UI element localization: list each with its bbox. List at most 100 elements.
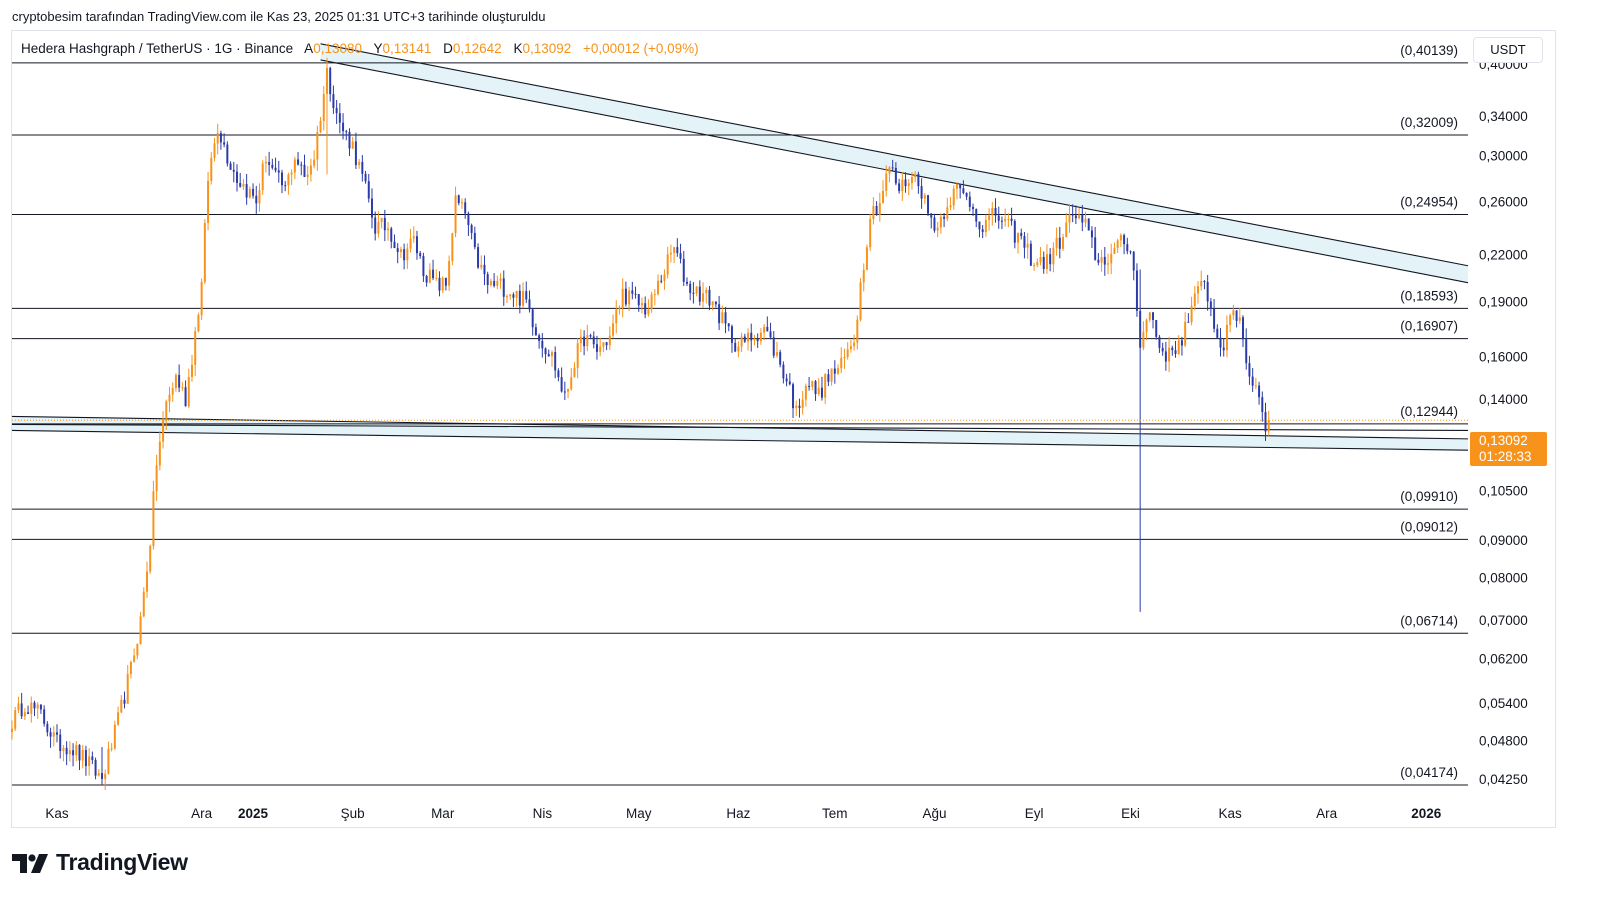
candle-body <box>49 732 52 737</box>
level-label-8: (0,06714) <box>1400 613 1458 628</box>
candle-body <box>541 340 544 349</box>
candle-body <box>910 177 913 184</box>
candle-body <box>329 67 332 95</box>
candle-body <box>216 133 219 144</box>
candle-body <box>274 167 277 171</box>
candle-body <box>300 164 303 166</box>
candle-body <box>759 332 762 342</box>
candle-body <box>387 228 390 231</box>
candle-body <box>181 387 184 389</box>
candle-body <box>23 712 26 717</box>
time-tick-label-6: May <box>626 806 652 821</box>
candle-body <box>859 282 862 320</box>
candle-body <box>36 704 39 709</box>
level-label-1: (0,32009) <box>1400 115 1458 130</box>
candle-body <box>52 732 55 737</box>
candle-body <box>878 203 881 215</box>
candle-body <box>113 724 116 749</box>
candle-body <box>827 374 830 382</box>
candle-body <box>698 286 701 302</box>
candle-body <box>965 192 968 197</box>
candle-body <box>232 169 235 172</box>
candle-body <box>438 277 441 291</box>
candle-body <box>1193 293 1196 307</box>
candle-body <box>1090 230 1093 238</box>
candle-body <box>727 323 730 327</box>
candle-body <box>576 343 579 368</box>
candle-body <box>88 756 91 767</box>
candle-body <box>264 161 267 164</box>
candle-body <box>1029 243 1032 266</box>
candle-body <box>1190 306 1193 323</box>
level-label-6: (0,09910) <box>1400 489 1458 504</box>
candle-body <box>997 215 1000 221</box>
candle-body <box>595 344 598 352</box>
candle-body <box>75 744 78 756</box>
candle-body <box>46 723 49 733</box>
bar-countdown: 01:28:33 <box>1479 449 1532 464</box>
candle-body <box>290 172 293 175</box>
upper-resistance-band-edge-inner <box>320 59 1469 284</box>
candle-body <box>97 773 100 776</box>
candle-body <box>865 247 868 270</box>
chart-frame <box>11 30 1556 828</box>
candle-body <box>669 252 672 255</box>
candle-body <box>785 378 788 382</box>
symbol-title[interactable]: Hedera Hashgraph / TetherUS · 1G · Binan… <box>21 41 294 56</box>
candle-body <box>981 229 984 233</box>
price-tick-label-4: 0,22000 <box>1479 248 1528 263</box>
candle-body <box>525 291 528 300</box>
candle-body <box>972 206 975 210</box>
candle-body <box>81 750 84 761</box>
currency-button[interactable]: USDT <box>1473 37 1543 63</box>
candle-body <box>380 217 383 222</box>
candle-body <box>30 702 33 714</box>
candle-body <box>1206 281 1209 302</box>
candle-body <box>197 315 200 332</box>
price-tick-label-12: 0,07000 <box>1479 613 1528 628</box>
candle-body <box>110 748 113 750</box>
candle-body <box>117 712 120 725</box>
candle-body <box>962 188 965 193</box>
last-price-tag: 0,13092 01:28:33 <box>1470 432 1547 466</box>
candle-body <box>335 108 338 114</box>
candle-body <box>1010 218 1013 222</box>
price-tick-label-13: 0,06200 <box>1479 652 1528 667</box>
candle-body <box>284 185 287 187</box>
candle-body <box>1058 237 1061 249</box>
candle-body <box>1110 253 1113 264</box>
candle-body <box>261 163 264 191</box>
candle-body <box>383 217 386 231</box>
candle-body <box>499 278 502 281</box>
candle-body <box>894 167 897 184</box>
candle-body <box>853 342 856 347</box>
candle-body <box>631 290 634 294</box>
tradingview-logo[interactable]: TradingView <box>12 849 188 876</box>
candle-body <box>361 161 364 174</box>
candle-body <box>849 346 852 350</box>
candle-body <box>692 292 695 294</box>
candle-body <box>460 202 463 204</box>
candle-body <box>325 67 328 94</box>
candle-body <box>1238 317 1241 321</box>
candle-body <box>946 207 949 219</box>
candle-body <box>666 254 669 275</box>
candle-body <box>213 143 216 158</box>
candle-body <box>1245 339 1248 364</box>
close-value: 0,13092 <box>522 41 572 56</box>
candle-body <box>412 236 415 239</box>
candle-body <box>608 335 611 346</box>
candle-body <box>586 335 589 347</box>
candle-body <box>1045 254 1048 270</box>
candle-body <box>1132 251 1135 271</box>
level-label-0: (0,40139) <box>1400 43 1458 58</box>
candle-body <box>959 183 962 189</box>
candle-body <box>573 367 576 378</box>
candle-body <box>952 188 955 206</box>
candle-body <box>984 219 987 233</box>
candle-body <box>271 164 274 168</box>
candle-body <box>441 277 444 291</box>
candle-body <box>1261 397 1264 413</box>
candle-body <box>480 264 483 268</box>
